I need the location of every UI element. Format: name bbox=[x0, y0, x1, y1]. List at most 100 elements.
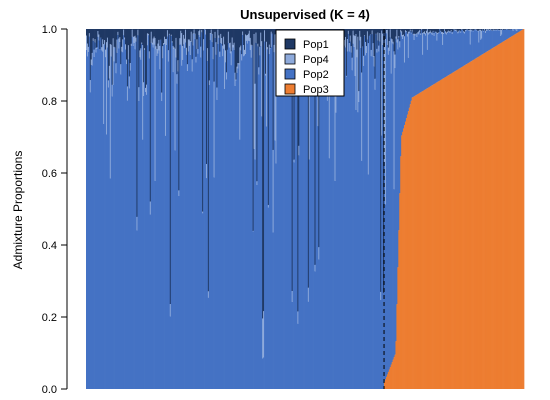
bar-segment-pop2 bbox=[326, 100, 329, 389]
bar-segment-pop1 bbox=[501, 29, 503, 30]
bar-segment-pop2 bbox=[307, 301, 310, 389]
bar-segment-pop1 bbox=[385, 29, 388, 30]
bar-segment-pop1 bbox=[398, 29, 400, 36]
bar-segment-pop1 bbox=[160, 29, 162, 40]
chart-title: Unsupervised (K = 4) bbox=[240, 7, 370, 22]
bar-segment-pop2 bbox=[128, 88, 131, 390]
bar-segment-pop2 bbox=[325, 49, 328, 390]
bar-segment-pop1 bbox=[226, 29, 229, 50]
bar-segment-pop3 bbox=[518, 31, 520, 390]
bar-segment-pop4 bbox=[185, 47, 188, 55]
bar-segment-pop1 bbox=[269, 29, 272, 49]
bar-segment-pop2 bbox=[236, 72, 238, 390]
bar-segment-pop2 bbox=[223, 48, 225, 390]
bar-segment-pop1 bbox=[199, 29, 201, 30]
bar-segment-pop2 bbox=[520, 29, 522, 31]
bar-segment-pop1 bbox=[157, 29, 159, 44]
bar-segment-pop2 bbox=[109, 178, 112, 389]
bar-segment-pop3 bbox=[461, 67, 463, 389]
bar-segment-pop2 bbox=[398, 37, 400, 231]
bar-segment-pop4 bbox=[274, 34, 276, 141]
bar-segment-pop1 bbox=[150, 29, 153, 32]
bar-segment-pop1 bbox=[476, 29, 478, 30]
bar-segment-pop2 bbox=[225, 79, 228, 389]
bar-segment-pop3 bbox=[519, 31, 521, 390]
bar-segment-pop4 bbox=[382, 33, 384, 45]
bar-segment-pop2 bbox=[372, 56, 374, 389]
bar-segment-pop4 bbox=[275, 48, 277, 164]
bar-segment-pop4 bbox=[498, 30, 500, 31]
bar-segment-pop1 bbox=[346, 29, 349, 39]
bar-segment-pop4 bbox=[314, 264, 316, 272]
bar-segment-pop1 bbox=[106, 29, 109, 38]
bar-segment-pop1 bbox=[464, 29, 466, 32]
bar-segment-pop1 bbox=[488, 29, 491, 31]
bar-segment-pop1 bbox=[387, 29, 390, 48]
bar-segment-pop2 bbox=[119, 41, 121, 390]
bar-segment-pop2 bbox=[365, 52, 368, 389]
bar-segment-pop1 bbox=[242, 29, 244, 32]
bar-segment-pop2 bbox=[283, 76, 285, 389]
bar-segment-pop4 bbox=[127, 45, 130, 60]
bar-segment-pop4 bbox=[485, 29, 488, 31]
bar-segment-pop1 bbox=[383, 29, 385, 294]
bar-segment-pop4 bbox=[502, 29, 504, 30]
bar-segment-pop2 bbox=[156, 55, 158, 390]
bar-segment-pop2 bbox=[201, 32, 203, 390]
bar-segment-pop1 bbox=[362, 29, 364, 47]
bar-segment-pop2 bbox=[392, 44, 394, 360]
bar-segment-pop2 bbox=[145, 91, 147, 389]
bar-segment-pop3 bbox=[404, 124, 406, 390]
bar-segment-pop1 bbox=[222, 29, 224, 46]
bar-segment-pop4 bbox=[153, 36, 155, 45]
plot-area bbox=[86, 29, 525, 390]
bar-segment-pop3 bbox=[419, 92, 421, 389]
bar-segment-pop1 bbox=[241, 29, 243, 55]
bar-segment-pop2 bbox=[517, 29, 519, 33]
bar-segment-pop2 bbox=[262, 358, 264, 389]
bar-segment-pop3 bbox=[410, 100, 412, 389]
bar-segment-pop4 bbox=[455, 29, 457, 31]
bar-segment-pop4 bbox=[416, 33, 418, 37]
bar-segment-pop4 bbox=[104, 40, 106, 45]
bar-segment-pop1 bbox=[357, 29, 359, 37]
bar-segment-pop1 bbox=[463, 29, 465, 32]
bar-segment-pop2 bbox=[120, 74, 122, 389]
legend-label-pop3: Pop3 bbox=[303, 84, 329, 96]
bar-segment-pop2 bbox=[359, 40, 361, 389]
bar-segment-pop1 bbox=[175, 29, 177, 38]
bar-segment-pop3 bbox=[450, 73, 452, 389]
bar-segment-pop1 bbox=[106, 29, 108, 43]
bar-segment-pop1 bbox=[136, 29, 138, 217]
bar-segment-pop2 bbox=[265, 126, 268, 390]
bar-segment-pop1 bbox=[504, 29, 507, 30]
bar-segment-pop2 bbox=[400, 32, 402, 157]
bar-segment-pop2 bbox=[136, 230, 138, 389]
bar-segment-pop2 bbox=[204, 29, 206, 389]
bar-segment-pop2 bbox=[381, 135, 383, 389]
bar-segment-pop2 bbox=[430, 33, 432, 86]
bar-segment-pop1 bbox=[99, 29, 101, 50]
bar-segment-pop2 bbox=[210, 34, 213, 389]
bar-segment-pop4 bbox=[196, 39, 198, 49]
bar-segment-pop2 bbox=[185, 54, 188, 389]
bar-segment-pop1 bbox=[465, 29, 468, 30]
y-tick-label: 1.0 bbox=[42, 24, 57, 36]
bar-segment-pop1 bbox=[251, 29, 253, 46]
legend-swatch-pop3 bbox=[284, 83, 296, 95]
bar-segment-pop2 bbox=[294, 68, 296, 389]
bar-segment-pop4 bbox=[483, 30, 485, 32]
bar-segment-pop2 bbox=[108, 78, 111, 389]
bar-segment-pop2 bbox=[344, 45, 346, 389]
bar-segment-pop2 bbox=[496, 30, 498, 46]
bar-segment-pop1 bbox=[457, 29, 459, 32]
bar-segment-pop3 bbox=[517, 32, 519, 389]
bar-segment-pop1 bbox=[368, 29, 371, 36]
bar-segment-pop4 bbox=[90, 59, 93, 65]
bar-segment-pop3 bbox=[409, 104, 412, 390]
bar-segment-pop3 bbox=[388, 369, 391, 389]
bar-segment-pop2 bbox=[453, 29, 455, 72]
bar-segment-pop2 bbox=[98, 40, 100, 389]
bar-segment-pop2 bbox=[340, 37, 342, 390]
bar-segment-pop2 bbox=[355, 109, 357, 389]
